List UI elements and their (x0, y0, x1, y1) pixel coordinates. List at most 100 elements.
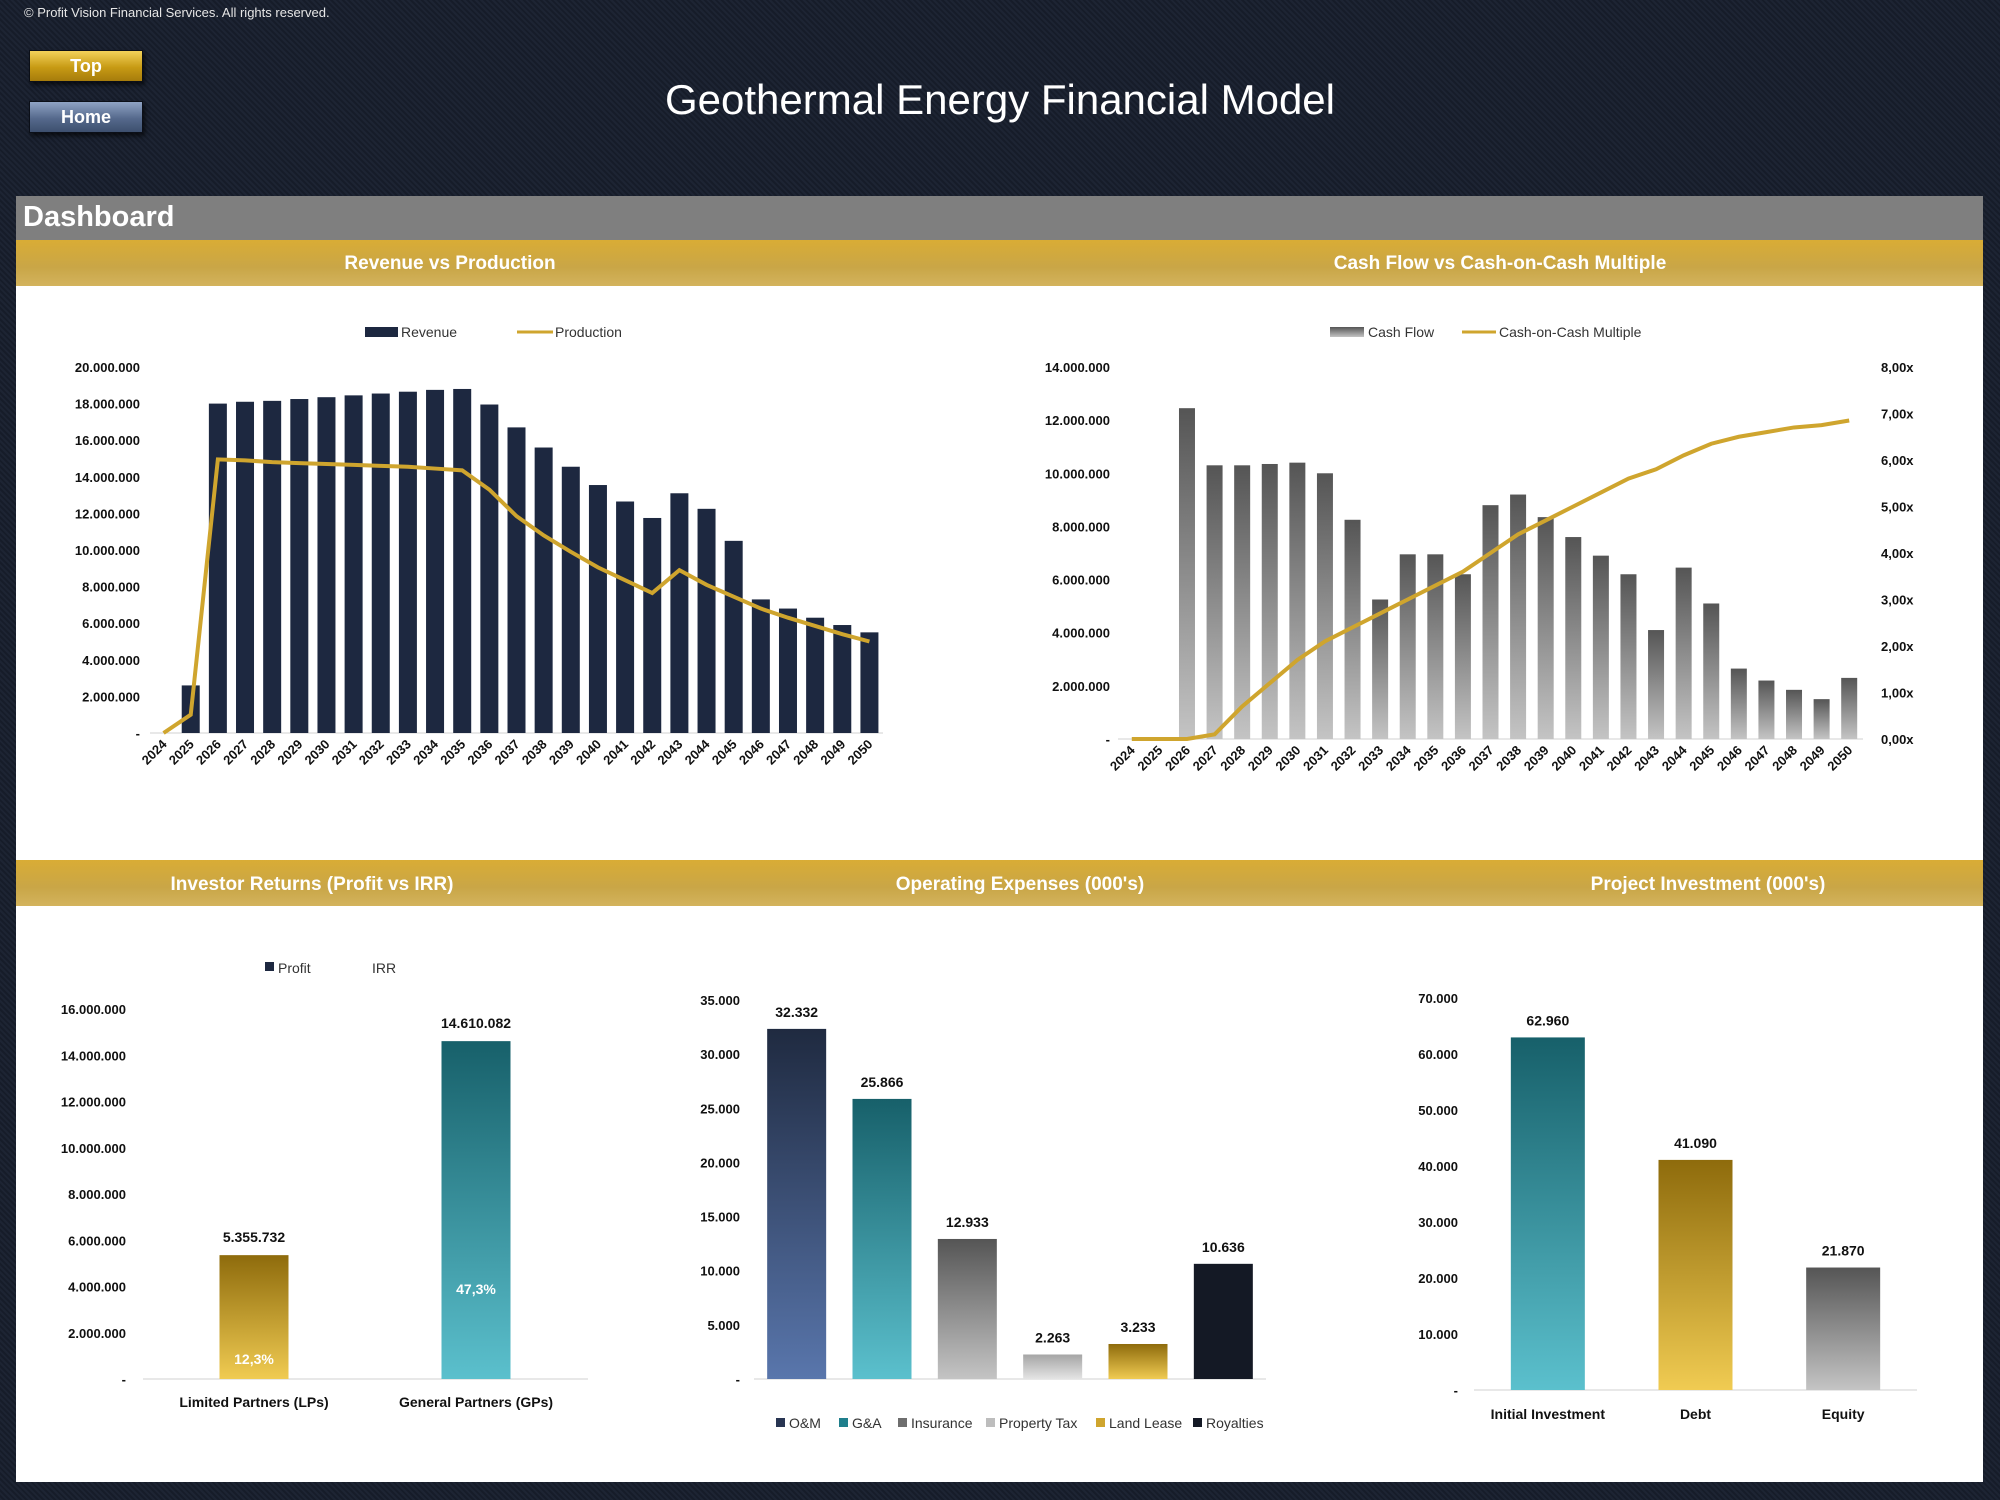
multiple-line (1131, 418, 1850, 741)
revenue-x-tick: 2039 (546, 737, 577, 768)
cashflow-x-tick: 2046 (1714, 743, 1745, 774)
investor-y-tick: 14.000.000 (61, 1048, 126, 1063)
multiple-y-tick: 4,00x (1881, 546, 1914, 561)
cashflow-legend-label: Cash Flow (1368, 324, 1435, 340)
cashflow-x-tick: 2037 (1466, 743, 1497, 774)
profit-bar (441, 1041, 511, 1379)
cashflow-x-tick: 2044 (1659, 742, 1691, 774)
revenue-legend-label: Revenue (401, 324, 457, 340)
cashflow-y-tick: 14.000.000 (1045, 360, 1110, 375)
revenue-bar (317, 397, 336, 733)
cashflow-x-tick: 2045 (1686, 743, 1717, 774)
cashflow-x-tick: 2039 (1521, 743, 1552, 774)
cashflow-x-tick: 2031 (1300, 743, 1331, 774)
cashflow-x-tick: 2050 (1824, 743, 1855, 774)
revenue-bar (778, 608, 797, 733)
revenue-x-tick: 2042 (627, 737, 658, 768)
profit-data-label: 5.355.732 (223, 1229, 285, 1245)
revenue-y-tick: 12.000.000 (75, 506, 140, 521)
opex-y-tick: 20.000 (700, 1155, 740, 1170)
irr-data-label: 47,3% (456, 1281, 496, 1297)
revenue-x-tick: 2025 (166, 737, 197, 768)
cashflow-y-tick: 8.000.000 (1052, 519, 1110, 534)
cashflow-x-tick: 2026 (1162, 743, 1193, 774)
irr-legend-label: IRR (372, 960, 396, 976)
investment-y-tick: 50.000 (1418, 1103, 1458, 1118)
cashflow-x-tick: 2038 (1493, 743, 1524, 774)
revenue-x-tick: 2030 (302, 737, 333, 768)
cashflow-x-tick: 2041 (1576, 743, 1607, 774)
cashflow-bar (1620, 574, 1637, 739)
cashflow-y-tick: 6.000.000 (1052, 573, 1110, 588)
revenue-bar (643, 517, 662, 733)
opex-bar (767, 1028, 827, 1379)
opex-legend-label: G&A (852, 1415, 882, 1431)
investor-x-label: Limited Partners (LPs) (179, 1394, 328, 1410)
revenue-bar (263, 400, 282, 733)
opex-y-tick: 5.000 (707, 1318, 740, 1333)
cashflow-bar (1703, 603, 1720, 739)
cashflow-section-title: Cash Flow vs Cash-on-Cash Multiple (1333, 253, 1667, 274)
cashflow-bar (1454, 574, 1471, 739)
opex-legend-label: Royalties (1206, 1415, 1264, 1431)
revenue-bar (724, 540, 743, 733)
investment-bar (1658, 1159, 1733, 1390)
opex-data-label: 2.263 (1035, 1329, 1070, 1345)
revenue-x-tick: 2027 (220, 737, 251, 768)
investor-y-tick: 8.000.000 (68, 1187, 126, 1202)
top-button[interactable]: Top (29, 50, 143, 82)
investment-y-tick: 20.000 (1418, 1271, 1458, 1286)
opex-y-tick: 35.000 (700, 993, 740, 1008)
revenue-bar (751, 599, 770, 733)
investor-y-tick: 12.000.000 (61, 1095, 126, 1110)
cashflow-x-tick: 2048 (1769, 743, 1800, 774)
copyright-text: © Profit Vision Financial Services. All … (24, 5, 330, 20)
opex-data-label: 12.933 (946, 1214, 989, 1230)
investment-y-tick: 40.000 (1418, 1159, 1458, 1174)
opex-y-tick: 10.000 (700, 1264, 740, 1279)
multiple-y-tick: 5,00x (1881, 500, 1914, 515)
revenue-bar (290, 399, 309, 733)
revenue-bar (806, 617, 825, 733)
cashflow-x-tick: 2043 (1631, 743, 1662, 774)
revenue-x-tick: 2028 (247, 737, 278, 768)
cashflow-bar (1675, 567, 1692, 739)
revenue-x-tick: 2043 (654, 737, 685, 768)
cashflow-bar (1316, 473, 1333, 739)
multiple-legend-label: Cash-on-Cash Multiple (1499, 324, 1642, 340)
revenue-x-tick: 2047 (763, 737, 794, 768)
opex-legend-label: Property Tax (999, 1415, 1077, 1431)
cashflow-x-tick: 2025 (1134, 743, 1165, 774)
investment-data-label: 62.960 (1526, 1012, 1569, 1028)
revenue-bar (697, 508, 716, 733)
investor-y-tick: 10.000.000 (61, 1141, 126, 1156)
revenue-y-tick: 16.000.000 (75, 433, 140, 448)
revenue-bar (344, 395, 363, 733)
profit-legend-swatch (265, 962, 274, 971)
dashboard-title: Dashboard (23, 201, 175, 233)
investment-data-label: 21.870 (1822, 1243, 1865, 1259)
revenue-bar (398, 391, 417, 733)
opex-legend-label: Insurance (911, 1415, 973, 1431)
investment-bar (1510, 1037, 1585, 1390)
dashboard-sheet (16, 196, 1983, 1482)
multiple-y-tick: 6,00x (1881, 453, 1914, 468)
investment-y-tick: 60.000 (1418, 1047, 1458, 1062)
opex-y-tick: 15.000 (700, 1210, 740, 1225)
revenue-bar (480, 404, 499, 733)
revenue-x-tick: 2035 (437, 737, 468, 768)
revenue-legend-swatch (365, 327, 398, 337)
opex-data-label: 3.233 (1120, 1319, 1155, 1335)
cashflow-bar (1206, 465, 1223, 739)
investor-y-tick: 16.000.000 (61, 1002, 126, 1017)
multiple-y-tick: 8,00x (1881, 360, 1914, 375)
home-button[interactable]: Home (29, 101, 143, 133)
cashflow-y-tick: 2.000.000 (1052, 679, 1110, 694)
opex-bar (937, 1238, 997, 1379)
cashflow-bar (1234, 465, 1251, 739)
revenue-x-tick: 2029 (274, 737, 305, 768)
opex-legend-label: O&M (789, 1415, 821, 1431)
revenue-bar (371, 393, 390, 733)
investment-bar (1806, 1267, 1881, 1390)
revenue-bar (507, 427, 526, 733)
